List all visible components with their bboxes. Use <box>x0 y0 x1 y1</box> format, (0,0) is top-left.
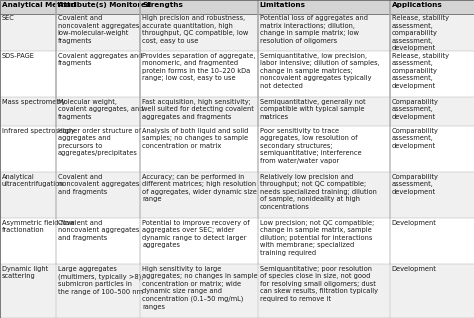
Text: Applications: Applications <box>392 2 442 8</box>
Bar <box>0 172 474 218</box>
Text: Dynamic light
scattering: Dynamic light scattering <box>2 266 48 279</box>
Text: Higher order structure of
aggregates and
precursors to
aggregates/precipitates: Higher order structure of aggregates and… <box>58 128 141 156</box>
Text: Comparability
assessment,
development: Comparability assessment, development <box>392 99 438 120</box>
Bar <box>0 14 474 51</box>
Text: Relatively low precision and
throughput; not QC compatible;
needs specialized tr: Relatively low precision and throughput;… <box>260 174 377 210</box>
Text: Provides separation of aggregate,
monomeric, and fragmented
protein forms in the: Provides separation of aggregate, monome… <box>142 53 255 81</box>
Text: Mass spectrometry: Mass spectrometry <box>2 99 65 105</box>
Text: Development: Development <box>392 220 437 226</box>
Text: Poor sensitivity to trace
aggregates, low resolution of
secondary structures;
se: Poor sensitivity to trace aggregates, lo… <box>260 128 361 164</box>
Text: Semiquantitative, low precision,
labor intensive; dilution of samples,
change in: Semiquantitative, low precision, labor i… <box>260 53 379 89</box>
Text: Covalent and
noncovalent aggregates
and fragments: Covalent and noncovalent aggregates and … <box>58 174 139 195</box>
Text: Limitations: Limitations <box>260 2 306 8</box>
Text: Semiquantitative; poor resolution
of species close in size, not good
for resolvi: Semiquantitative; poor resolution of spe… <box>260 266 378 301</box>
Text: Covalent and
noncovalent aggregates,
low-molecular-weight
fragments: Covalent and noncovalent aggregates, low… <box>58 15 141 44</box>
Text: SEC: SEC <box>2 15 15 21</box>
Text: Analytical Method: Analytical Method <box>2 2 76 8</box>
Text: Fast acquisition, high sensitivity;
well suited for detecting covalent
aggregate: Fast acquisition, high sensitivity; well… <box>142 99 254 120</box>
Text: High precision and robustness,
accurate quantitation, high
throughput, QC compat: High precision and robustness, accurate … <box>142 15 248 44</box>
Text: Low precision; not QC compatible;
change in sample matrix, sample
dilution; pote: Low precision; not QC compatible; change… <box>260 220 374 256</box>
Text: Infrared spectroscopy: Infrared spectroscopy <box>2 128 74 134</box>
Text: Analytical
ultracentrifugation: Analytical ultracentrifugation <box>2 174 64 187</box>
Text: Covalent aggregates and
fragments: Covalent aggregates and fragments <box>58 53 142 66</box>
Text: Potential loss of aggregates and
matrix interactions; dilution,
change in sample: Potential loss of aggregates and matrix … <box>260 15 368 44</box>
Text: Semiquantitative, generally not
compatible with typical sample
matrices: Semiquantitative, generally not compatib… <box>260 99 365 120</box>
Text: SDS-PAGE: SDS-PAGE <box>2 53 35 59</box>
Text: Accuracy; can be performed in
different matrices; high resolution
of aggregates,: Accuracy; can be performed in different … <box>142 174 257 202</box>
Text: Asymmetric field-flow
fractionation: Asymmetric field-flow fractionation <box>2 220 74 233</box>
Text: High sensitivity to large
aggregates; no changes in sample
concentration or matr: High sensitivity to large aggregates; no… <box>142 266 258 309</box>
Text: Large aggregates
(multimers, typically >8),
submicron particles in
the range of : Large aggregates (multimers, typically >… <box>58 266 143 294</box>
Bar <box>0 218 474 264</box>
Text: Development: Development <box>392 266 437 272</box>
Text: Strengths: Strengths <box>142 2 183 8</box>
Text: Molecular weight,
covalent aggregates, and
fragments: Molecular weight, covalent aggregates, a… <box>58 99 143 120</box>
Text: Release, stability
assessment,
comparability
assessment,
development: Release, stability assessment, comparabi… <box>392 15 448 51</box>
Bar <box>0 0 474 14</box>
Bar <box>0 97 474 126</box>
Bar <box>0 51 474 97</box>
Text: Potential to improve recovery of
aggregates over SEC; wider
dynamic range to det: Potential to improve recovery of aggrega… <box>142 220 250 248</box>
Text: Comparability
assessment,
development: Comparability assessment, development <box>392 174 438 195</box>
Text: Release, stability
assessment,
comparability
assessment,
development: Release, stability assessment, comparabi… <box>392 53 448 89</box>
Bar <box>0 126 474 172</box>
Bar <box>0 264 474 318</box>
Text: Analysis of both liquid and solid
samples; no changes to sample
concentration or: Analysis of both liquid and solid sample… <box>142 128 248 149</box>
Text: Covalent and
noncovalent aggregates
and fragments: Covalent and noncovalent aggregates and … <box>58 220 139 241</box>
Text: Comparability
assessment,
development: Comparability assessment, development <box>392 128 438 149</box>
Text: Attribute(s) Monitored: Attribute(s) Monitored <box>58 2 151 8</box>
